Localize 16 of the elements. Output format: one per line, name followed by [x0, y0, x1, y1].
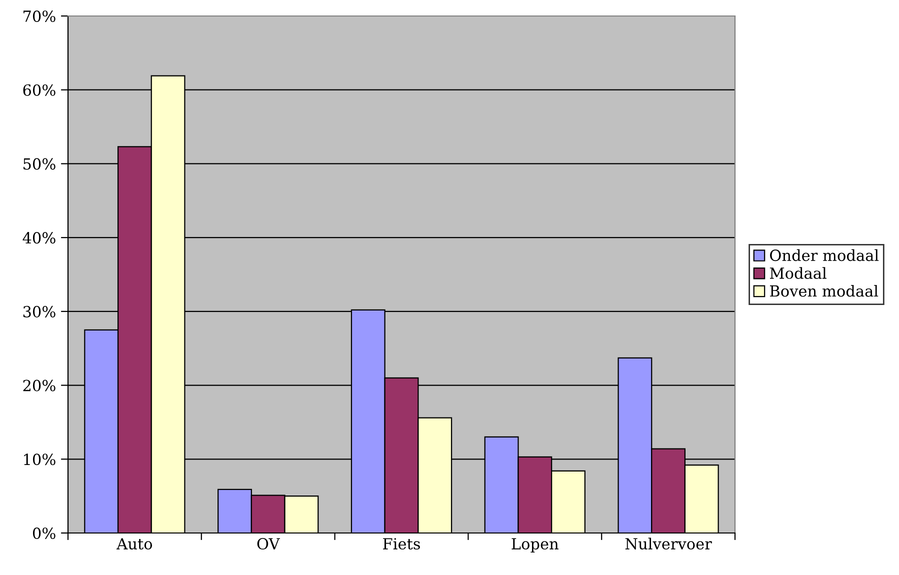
- x-tick-label: Lopen: [512, 538, 558, 553]
- x-tick-label: Fiets: [383, 538, 420, 550]
- y-tick-label: 50%: [24, 158, 56, 170]
- legend-label: Onder modaal: [770, 249, 879, 262]
- y-tick-label: 30%: [23, 306, 56, 318]
- x-tick-label: OV: [257, 538, 280, 550]
- x-tick-label: Auto: [116, 538, 152, 550]
- y-tick-label: 70%: [24, 10, 56, 22]
- y-tick-label: 10%: [24, 454, 56, 466]
- y-tick-label: 40%: [22, 232, 56, 244]
- x-tick-label: Nulvervoer: [625, 538, 712, 550]
- y-tick-label: 60%: [23, 84, 56, 96]
- y-tick-label: 20%: [23, 380, 56, 392]
- legend-label: Modaal: [770, 267, 826, 279]
- y-tick-label: 0%: [32, 527, 56, 540]
- legend-label: Boven modaal: [770, 284, 878, 297]
